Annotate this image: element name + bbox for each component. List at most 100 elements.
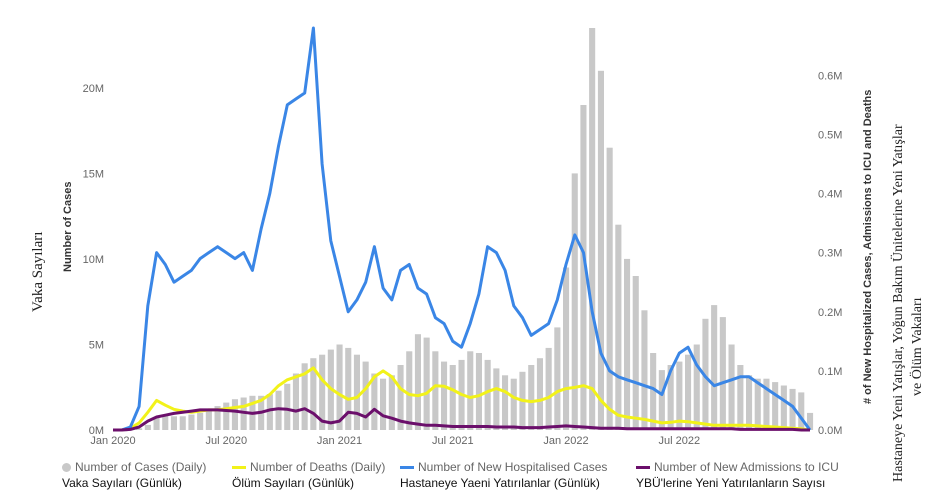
cases-bar [685,354,692,430]
icu-line [113,407,810,432]
cases-bar [414,334,421,430]
left-tick-label: 15M [83,168,104,180]
legend-label-tr: Ölüm Sayıları (Günlük) [232,476,355,490]
cases-bar [214,406,221,430]
cases-bar [266,394,273,430]
legend-label-tr: Hastaneye Yaeni Yatırılanlar (Günlük) [400,476,600,490]
cases-bar [615,224,622,430]
right-tick-label: 0.4M [818,189,842,201]
x-tick-label: Jul 2022 [659,435,701,447]
line-swatch-icon [400,466,414,470]
left-tick-label: 5M [89,340,104,352]
cases-bar [423,337,430,430]
cases-bar [554,327,561,430]
cases-bar [301,363,308,430]
cases-bar [719,317,726,430]
cases-bar [676,361,683,430]
cases-bar [144,424,151,430]
cases-bar [737,365,744,430]
cases-bar [789,388,796,430]
cases-bar [441,361,448,430]
cases-bar [205,409,212,430]
cases-bar [467,351,474,430]
right-tick-label: 0.2M [818,307,842,319]
left-tick-label: 10M [83,254,104,266]
legend-item-cases[interactable]: Number of Cases (Daily) Vaka Sayıları (G… [62,460,206,490]
x-tick-label: Jul 2021 [432,435,474,447]
cases-bar [589,28,596,430]
cases-bar [624,258,631,430]
cases-bar [406,351,413,430]
cases-bar [449,365,456,430]
cases-bar [310,358,317,430]
cases-bar [754,378,761,430]
deaths-line [113,366,811,432]
legend-label-tr: YBÜ'lerine Yeni Yatırılanların Sayısı [636,476,826,490]
cases-bar [807,412,814,430]
cases-bar [484,359,491,430]
cases-bar [528,365,535,430]
right-tick-label: 0.5M [818,129,842,141]
cases-bar [798,392,805,430]
x-axis-ticks: Jan 2020 Jul 2020 Jan 2021 Jul 2021 Jan 2022… [90,435,700,447]
cases-bar [641,310,648,430]
cases-bar [284,383,291,430]
right-tick-label: 0.3M [818,248,842,260]
x-tick-label: Jul 2020 [206,435,248,447]
cases-bar [632,276,639,430]
legend-label-tr: Vaka Sayıları (Günlük) [62,476,182,490]
left-axis-title-tr: Vaka Sayıları [30,231,46,312]
x-tick-label: Jan 2021 [317,435,362,447]
legend-item-deaths[interactable]: Number of Deaths (Daily) Ölüm Sayıları (… [232,460,385,490]
cases-bar [319,354,326,430]
cases-bar [432,351,439,430]
cases-bar [345,347,352,430]
cases-bar [545,347,552,430]
cases-bars [136,28,814,431]
right-tick-label: 0.0M [818,425,842,437]
legend-item-hospitalised[interactable]: Number of New Hospitalised Cases Hastane… [400,460,607,490]
cases-bar [162,414,169,430]
right-axis-title-en: # of New Hospitalized Cases, Admissions … [862,89,874,404]
cases-bar [728,344,735,430]
cases-bar [231,399,238,430]
right-axis-title-tr-line2: ve Ölüm Vakaları [910,297,925,397]
cases-bar [711,305,718,430]
legend: Number of Cases (Daily) Vaka Sayıları (G… [62,460,862,500]
cases-bar [292,373,299,430]
cases-bar [336,344,343,430]
cases-bar [772,382,779,430]
cases-bar [353,354,360,430]
legend-item-icu[interactable]: Number of New Admissions to ICU YBÜ'leri… [636,460,839,490]
cases-bar [275,390,282,430]
cases-bar [780,385,787,430]
cases-bar [536,358,543,430]
cases-bar [667,365,674,430]
x-tick-label: Jan 2022 [543,435,588,447]
cases-bar [597,70,604,431]
cases-bar [388,375,395,430]
left-tick-label: 0M [89,425,104,437]
legend-label-en: Number of Cases (Daily) [75,460,207,474]
cases-bar [650,353,657,430]
cases-bar [563,267,570,430]
cases-bar [223,402,230,430]
right-tick-label: 0.6M [818,70,842,82]
cases-bar [693,344,700,430]
cases-bar [197,412,204,430]
cases-bar [763,378,770,430]
cases-bar [606,147,613,430]
circle-icon [62,463,71,473]
cases-bar [136,428,143,430]
cases-bar [746,375,753,430]
cases-bar [153,418,160,430]
right-axis-title-tr-line1: Hastaneye Yeni Yatışlar, Yoğun Bakım Üni… [891,124,906,482]
cases-bar [580,105,587,430]
cases-bar [502,375,509,430]
cases-bar [362,361,369,430]
series-lines [113,26,812,432]
cases-bar [179,416,186,430]
left-axis-title-en: Number of Cases [62,181,74,272]
legend-label-en: Number of New Hospitalised Cases [418,460,608,474]
